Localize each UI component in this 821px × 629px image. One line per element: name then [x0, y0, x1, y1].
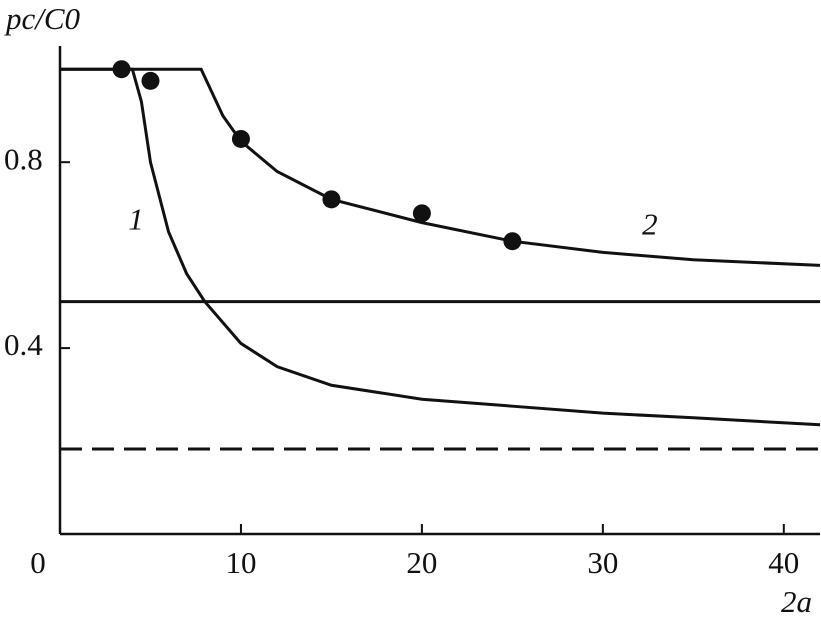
- x-tick-label: 40: [768, 545, 799, 580]
- data-point: [231, 129, 250, 148]
- y-axis-label: pc/C0: [4, 1, 81, 36]
- y-tick-label: 0.4: [4, 327, 43, 362]
- data-point: [503, 232, 522, 251]
- data-point: [141, 71, 160, 90]
- x-tick-label: 10: [225, 545, 256, 580]
- data-point: [112, 60, 131, 79]
- y-tick-label: 0.8: [4, 141, 43, 176]
- x-tick-label: 0: [30, 545, 46, 580]
- curve-label: 1: [128, 202, 144, 237]
- data-point: [412, 204, 431, 223]
- x-tick-label: 20: [406, 545, 437, 580]
- data-point: [322, 190, 341, 209]
- x-axis-label: 2a: [781, 584, 812, 619]
- curve: [60, 67, 821, 427]
- curve-label: 2: [642, 206, 658, 241]
- curve: [60, 67, 821, 267]
- x-tick-label: 30: [587, 545, 618, 580]
